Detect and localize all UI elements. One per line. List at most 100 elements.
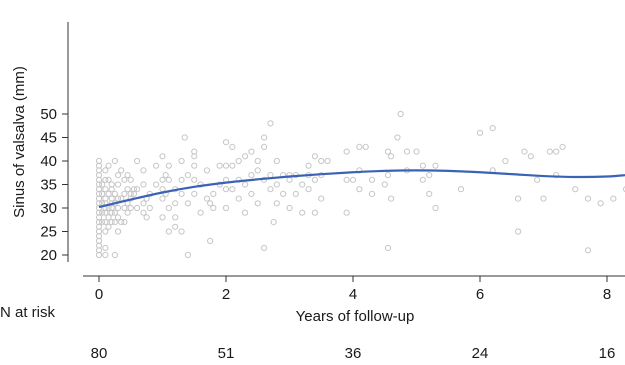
data-point	[267, 172, 274, 179]
y-tick-label: 30	[40, 200, 57, 217]
data-point	[114, 181, 122, 188]
data-point	[95, 186, 103, 193]
data-point	[534, 176, 541, 183]
data-point	[527, 153, 534, 160]
data-point	[521, 148, 528, 155]
data-point	[426, 172, 433, 179]
data-point	[349, 176, 357, 183]
data-point	[267, 186, 274, 193]
data-point	[153, 162, 160, 169]
data-point	[197, 209, 204, 216]
data-point	[111, 190, 118, 197]
data-point	[105, 162, 112, 169]
data-point	[388, 195, 395, 202]
data-point	[203, 195, 211, 202]
data-point	[384, 172, 392, 179]
data-point	[102, 251, 109, 259]
data-point	[108, 181, 115, 188]
data-point	[172, 223, 179, 230]
data-point	[343, 148, 350, 155]
data-point	[184, 200, 191, 207]
data-point	[95, 251, 103, 259]
data-point	[248, 190, 255, 197]
data-point	[191, 162, 198, 169]
data-point	[114, 195, 122, 202]
data-point	[292, 190, 299, 197]
risk-count: 24	[472, 345, 489, 362]
risk-count: 80	[91, 345, 108, 362]
data-point	[95, 162, 103, 169]
data-point	[108, 209, 115, 216]
data-point	[95, 181, 103, 188]
data-point	[102, 244, 109, 252]
data-point	[489, 125, 496, 132]
data-point	[99, 209, 106, 216]
data-point	[362, 143, 369, 150]
data-point	[515, 228, 522, 235]
data-point	[356, 143, 363, 150]
data-point	[124, 209, 131, 216]
data-point	[178, 157, 185, 165]
risk-count: 51	[218, 345, 235, 362]
risk-table-values: 80 51 36 24 16	[91, 345, 616, 362]
y-tick-label: 45	[40, 130, 57, 147]
data-point	[203, 167, 211, 174]
data-point	[95, 214, 103, 221]
data-point	[311, 209, 318, 216]
data-point	[572, 186, 579, 193]
data-point	[229, 143, 236, 150]
y-tick-label: 50	[40, 106, 57, 123]
data-point	[248, 172, 255, 179]
data-point	[102, 195, 109, 202]
data-point	[95, 176, 103, 183]
data-point	[235, 157, 242, 165]
data-point	[165, 228, 172, 235]
data-point	[121, 176, 128, 183]
data-point	[121, 204, 128, 212]
data-point	[553, 172, 560, 179]
data-point	[95, 223, 103, 230]
data-point	[178, 190, 185, 197]
data-point	[235, 176, 242, 183]
data-point	[114, 228, 122, 235]
data-point	[134, 157, 141, 165]
data-point	[108, 186, 115, 193]
data-point	[95, 157, 103, 165]
y-axis-ticks: 20 25 30 35 40 45 50	[40, 106, 68, 264]
data-point	[111, 209, 118, 216]
data-point	[108, 195, 115, 202]
data-point	[426, 190, 433, 197]
data-point	[210, 190, 217, 197]
data-point	[140, 181, 147, 188]
data-point	[222, 139, 230, 146]
data-point	[95, 228, 103, 235]
data-point	[610, 195, 617, 202]
data-point	[216, 162, 223, 169]
data-point	[159, 195, 166, 202]
data-point	[95, 167, 103, 174]
data-point	[540, 195, 547, 202]
data-point	[114, 172, 122, 179]
data-point	[95, 237, 103, 244]
data-point	[95, 247, 103, 254]
data-point	[432, 204, 439, 212]
data-point	[127, 204, 134, 212]
data-point	[165, 162, 172, 169]
data-point	[95, 233, 103, 240]
data-point	[99, 219, 106, 226]
data-point	[162, 172, 169, 179]
data-point	[191, 190, 198, 197]
data-point	[159, 214, 166, 221]
data-point	[105, 214, 112, 221]
data-point	[229, 162, 236, 169]
data-point	[222, 186, 230, 193]
data-point	[108, 219, 115, 226]
data-point	[384, 244, 392, 252]
data-point	[515, 195, 522, 202]
data-point	[419, 162, 426, 169]
data-point	[191, 148, 198, 155]
data-point	[134, 204, 141, 212]
data-point	[102, 219, 109, 226]
data-point	[181, 134, 188, 141]
